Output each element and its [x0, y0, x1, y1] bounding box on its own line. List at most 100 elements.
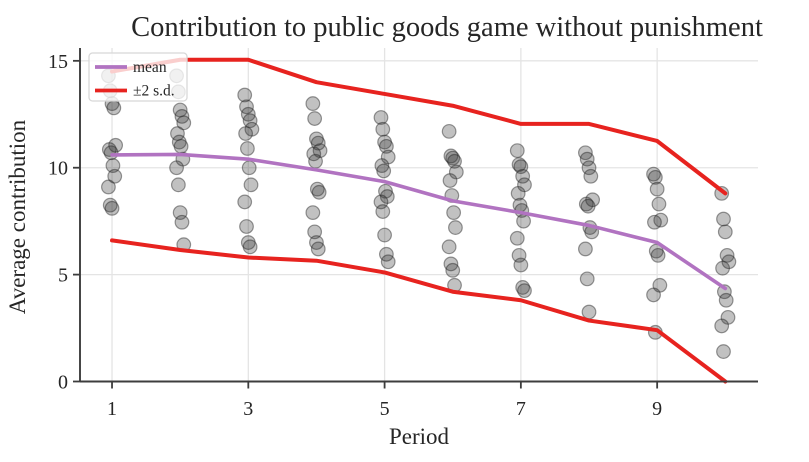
scatter-point: [312, 143, 328, 159]
scatter-point: [309, 181, 325, 197]
scatter-point: [516, 213, 531, 229]
scatter-point: [578, 196, 594, 212]
x-tick-label: 5: [380, 398, 390, 420]
scatter-point: [446, 205, 462, 221]
scatter-point: [513, 159, 529, 175]
scatter-point: [378, 138, 394, 154]
scatter-point: [648, 243, 664, 259]
scatter-point: [580, 198, 596, 214]
x-tick-label: 7: [516, 398, 526, 420]
scatter-point: [379, 189, 395, 204]
scatter-point: [170, 177, 186, 193]
scatter-point: [241, 160, 257, 176]
scatter-point: [378, 183, 393, 199]
upper-2sd-line: [110, 57, 728, 196]
scatter-point: [445, 150, 461, 166]
scatter-point: [445, 262, 461, 278]
scatter-point: [240, 106, 256, 122]
y-tick-label: 0: [58, 372, 68, 394]
scatter-point: [579, 151, 595, 167]
scatter-point: [172, 205, 188, 221]
scatter-point: [242, 113, 258, 129]
x-axis-label: Period: [389, 424, 450, 449]
scatter-point: [101, 179, 116, 195]
scatter-point: [102, 197, 118, 213]
scatter-point: [443, 148, 459, 164]
scatter-point: [237, 87, 253, 103]
scatter-point: [513, 257, 529, 273]
scatter-point: [380, 149, 396, 165]
scatter-point: [310, 241, 326, 257]
scatter-point: [716, 284, 732, 300]
scatter-point: [376, 163, 392, 179]
scatter-point: [103, 145, 119, 161]
scatter-point: [374, 158, 390, 173]
scatter-point: [511, 157, 527, 172]
scatter-point: [239, 99, 254, 115]
scatter-points: [101, 68, 737, 359]
y-axis-label: Average contribution: [5, 119, 30, 314]
scatter-point: [108, 137, 124, 153]
scatter-point: [715, 260, 730, 276]
scatter-point: [647, 169, 663, 185]
scatter-point: [377, 227, 392, 243]
scatter-point: [442, 173, 458, 188]
scatter-point: [583, 168, 599, 184]
scatter-point: [308, 153, 323, 169]
scatter-point: [716, 211, 731, 227]
scatter-point: [244, 121, 260, 137]
scatter-point: [375, 204, 391, 219]
scatter-point: [380, 254, 396, 270]
scatter-point: [171, 134, 187, 150]
scatter-point: [170, 126, 185, 141]
scatter-point: [649, 181, 665, 197]
scatter-point: [581, 304, 597, 320]
scatter-point: [515, 280, 531, 295]
scatter-point: [169, 160, 184, 176]
lower-2sd-line: [110, 238, 728, 384]
scatter-point: [509, 143, 525, 159]
scatter-point: [448, 164, 464, 180]
scatter-point: [173, 138, 189, 154]
scatter-point: [716, 344, 731, 359]
scatter-point: [240, 235, 256, 250]
scatter-point: [311, 184, 327, 200]
legend-label-2sd: ±2 s.d.: [133, 83, 175, 100]
scatter-point: [578, 145, 593, 161]
scatter-point: [373, 110, 389, 125]
scatter-point: [720, 309, 736, 325]
scatter-point: [305, 96, 321, 111]
scatter-point: [307, 111, 323, 126]
scatter-point: [448, 220, 463, 235]
scatter-point: [174, 214, 190, 230]
scatter-point: [443, 256, 459, 272]
scatter-point: [107, 168, 123, 184]
scatter-point: [585, 192, 601, 208]
gridlines: [80, 48, 758, 382]
scatter-point: [651, 196, 667, 212]
scatter-point: [447, 153, 462, 169]
scatter-point: [375, 121, 391, 137]
scatter-point: [719, 247, 735, 263]
scatter-point: [517, 283, 532, 299]
scatter-point: [172, 102, 188, 118]
scatter-point: [646, 287, 661, 303]
scatter-point: [239, 219, 254, 234]
y-tick-label: 10: [48, 158, 68, 180]
scatter-point: [305, 205, 321, 221]
scatter-point: [307, 224, 323, 240]
scatter-point: [517, 177, 532, 193]
scatter-point: [714, 318, 730, 334]
scatter-point: [309, 235, 324, 250]
scatter-point: [653, 212, 669, 228]
scatter-point: [106, 100, 122, 116]
y-tick-label: 5: [58, 265, 68, 287]
legend-label-mean: mean: [133, 59, 167, 76]
axes: 1 3 5 7 9 0 5 10 15: [48, 48, 758, 420]
x-tick-label: 9: [652, 398, 662, 420]
y-tick-label: 15: [48, 51, 68, 73]
scatter-point: [510, 185, 526, 201]
scatter-point: [511, 247, 527, 263]
